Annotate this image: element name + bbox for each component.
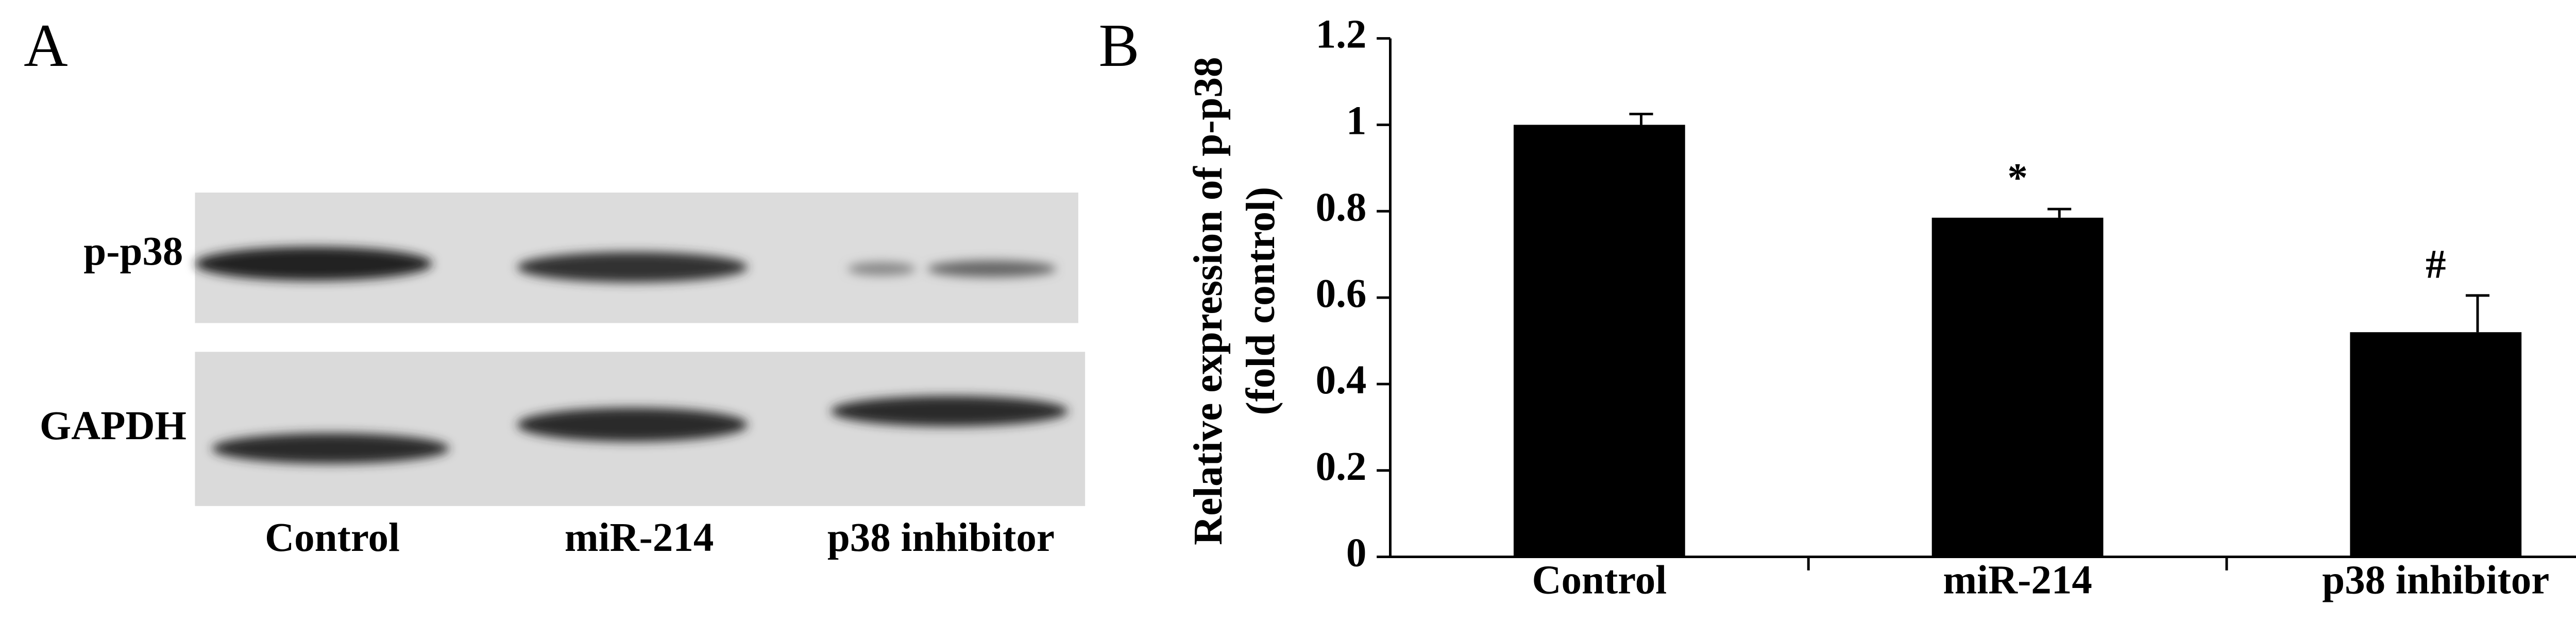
blot-band bbox=[831, 395, 1069, 427]
y-axis-label: (fold control) bbox=[1239, 187, 1283, 415]
y-tick-label: 0.6 bbox=[1316, 271, 1367, 316]
lane-label: p38 inhibitor bbox=[827, 515, 1055, 560]
blot-row-label: GAPDH bbox=[40, 404, 187, 448]
significance-mark: * bbox=[2007, 156, 2027, 201]
y-axis-label: Relative expression of p-p38 bbox=[1186, 57, 1231, 545]
bar bbox=[1513, 125, 1685, 557]
bar bbox=[1931, 217, 2104, 557]
blot-band bbox=[517, 252, 748, 283]
y-tick-label: 1.2 bbox=[1316, 12, 1367, 57]
x-tick-label: Control bbox=[1532, 558, 1667, 602]
panel-label: A bbox=[24, 11, 68, 79]
lane-label: Control bbox=[265, 515, 400, 560]
panel-label: B bbox=[1098, 11, 1139, 79]
x-tick-label: miR-214 bbox=[1943, 558, 2092, 602]
y-tick-label: 0.2 bbox=[1316, 444, 1367, 489]
y-tick-label: 0.4 bbox=[1316, 358, 1367, 403]
bar-chart: 0 0.2 0.4 0.6 0.8 1 1.2 Relative expression of … bbox=[1186, 12, 2576, 602]
significance-mark: # bbox=[2426, 242, 2446, 287]
y-tick-label: 1 bbox=[1346, 99, 1366, 144]
blot-band bbox=[517, 407, 748, 442]
y-tick-label: 0.8 bbox=[1316, 185, 1367, 230]
western-blot: p-p38 GAPDH Control miR-214 p38 inhibito… bbox=[40, 193, 1086, 560]
blot-band bbox=[848, 262, 916, 276]
bar bbox=[2350, 332, 2522, 557]
blot-band bbox=[195, 247, 433, 281]
blot-band bbox=[927, 260, 1057, 278]
blot-row-label: p-p38 bbox=[83, 229, 183, 274]
x-tick-label: p38 inhibitor bbox=[2322, 558, 2549, 602]
lane-label: miR-214 bbox=[565, 515, 714, 560]
y-tick-label: 0 bbox=[1346, 531, 1366, 576]
blot-band bbox=[212, 433, 450, 464]
